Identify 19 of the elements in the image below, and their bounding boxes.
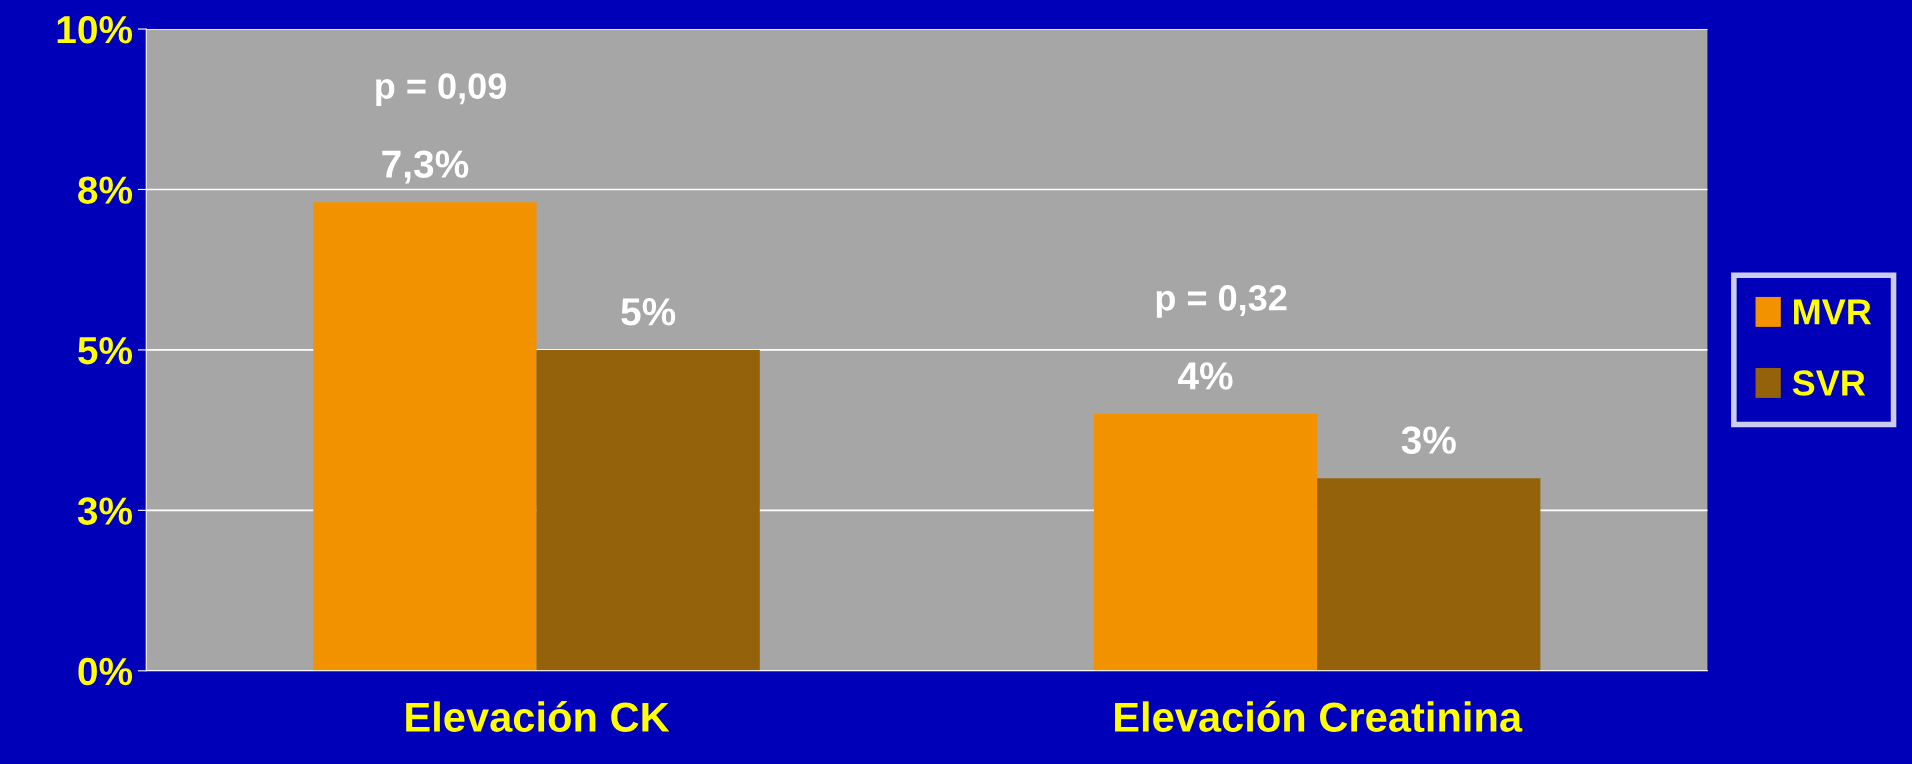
bar [1317,478,1541,671]
y-tick-label: 8% [78,176,133,204]
data-label: 7,3% [382,150,469,184]
bar [1093,414,1318,671]
y-tick-label: 3% [77,497,133,525]
x-tick-label: Elevación Creatinina [1114,700,1523,732]
legend-label: SVR [1792,370,1866,396]
data-label: 4% [1177,362,1233,390]
data-label: 3% [1401,426,1456,454]
y-tick-label: 10% [57,15,133,44]
legend-label: MVR [1794,299,1872,325]
y-tick-label: 5% [78,336,133,365]
annotation: p = 0,09 [376,73,506,107]
bar [536,349,760,671]
x-tick-label: Elevación CK [406,700,670,732]
bar [313,202,537,671]
data-label: 5% [621,298,676,326]
y-tick-label: 0% [78,657,133,686]
annotation: p = 0,32 [1156,285,1287,318]
